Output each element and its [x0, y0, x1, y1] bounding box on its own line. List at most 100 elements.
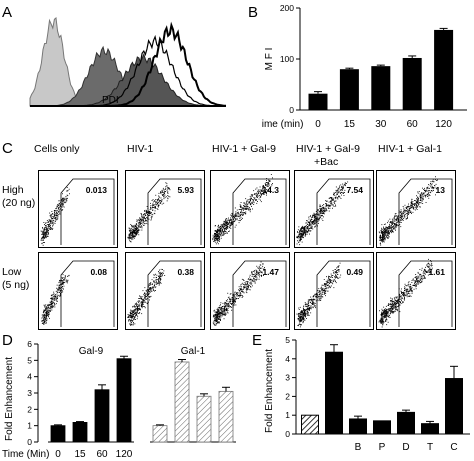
- flow-dot: [312, 303, 314, 305]
- flow-dot: [62, 200, 64, 202]
- flow-dot: [44, 232, 46, 234]
- flow-dot: [317, 218, 319, 219]
- flow-dot: [216, 313, 218, 315]
- flow-dot: [150, 213, 152, 214]
- flow-dot: [142, 300, 144, 302]
- flow-dot: [389, 303, 391, 305]
- flow-dot: [247, 207, 249, 209]
- flow-dot: [326, 200, 328, 202]
- flow-dot: [302, 322, 304, 324]
- flow-dot: [145, 298, 147, 300]
- flow-dot: [380, 322, 382, 324]
- flow-dot: [218, 306, 220, 308]
- flow-dot: [61, 279, 62, 281]
- flow-dot: [48, 230, 49, 232]
- flow-dot: [402, 213, 403, 215]
- flow-dot: [410, 288, 412, 290]
- flow-dot: [51, 218, 52, 220]
- flow-dot: [303, 310, 305, 312]
- flow-dot: [385, 316, 387, 318]
- flow-dot: [382, 319, 383, 321]
- flow-dot: [46, 220, 48, 221]
- flow-dot: [312, 295, 314, 297]
- flow-dot: [221, 312, 223, 314]
- flow-dot: [388, 308, 390, 309]
- flow-dot: [423, 275, 425, 277]
- flow-dot: [213, 321, 215, 323]
- flow-dot: [234, 298, 236, 300]
- flow-dot: [332, 275, 334, 276]
- flow-dot: [250, 208, 251, 210]
- flow-dot: [235, 224, 237, 226]
- flow-dot: [325, 290, 327, 292]
- flow-dot: [154, 204, 156, 206]
- flow-dot: [422, 194, 424, 196]
- flow-dot: [262, 263, 263, 265]
- flow-dot: [146, 206, 148, 207]
- flow-dot: [47, 304, 48, 306]
- flow-dot: [382, 236, 384, 238]
- flow-dot: [416, 279, 418, 281]
- flow-dot: [148, 211, 150, 213]
- flow-dot: [63, 199, 65, 200]
- flow-dot: [247, 281, 249, 283]
- flow-dot: [137, 222, 139, 224]
- flow-dot: [227, 219, 229, 221]
- flow-dot: [43, 238, 45, 240]
- flow-dot: [51, 214, 53, 215]
- flow-dot: [224, 224, 226, 225]
- flow-dot: [154, 284, 155, 286]
- flow-dot: [298, 239, 300, 241]
- flow-dot: [425, 270, 427, 272]
- flow-dot: [140, 297, 142, 299]
- flow-dot: [139, 295, 141, 297]
- flow-dot: [42, 227, 43, 228]
- flow-dot: [51, 295, 53, 296]
- flow-dot: [54, 294, 56, 295]
- flow-dot: [316, 219, 317, 220]
- flow-dot: [413, 208, 414, 209]
- flow-dot: [165, 196, 167, 198]
- flow-dot: [53, 298, 55, 300]
- flow-dot: [46, 229, 48, 231]
- flow-dot: [259, 267, 261, 269]
- flow-dot: [59, 285, 61, 287]
- flow-dot: [49, 226, 50, 227]
- flow-dot: [144, 218, 146, 220]
- flow-dot: [242, 217, 243, 219]
- flow-dot: [417, 201, 418, 203]
- flow-dot: [391, 300, 392, 301]
- flow-dot: [323, 211, 325, 213]
- flow-dot: [143, 216, 145, 218]
- flow-dot: [139, 298, 141, 299]
- flow-dot: [130, 237, 131, 239]
- flow-dot: [300, 316, 302, 318]
- flow-dot: [129, 237, 131, 239]
- flow-dot: [330, 273, 332, 275]
- flow-dot: [322, 284, 324, 286]
- flow-dot: [411, 213, 412, 214]
- flow-dot: [223, 220, 225, 222]
- flow-dot: [421, 280, 423, 282]
- flow-dot: [138, 307, 139, 309]
- flow-dot: [131, 239, 133, 241]
- flow-dot: [135, 312, 137, 313]
- flow-dot: [315, 296, 317, 297]
- flow-dot: [382, 236, 384, 237]
- flow-dot: [309, 224, 311, 226]
- flow-dot: [154, 290, 155, 292]
- flow-dot: [50, 216, 52, 218]
- flow-dot: [306, 310, 308, 312]
- flow-dot: [138, 225, 140, 227]
- flow-dot: [250, 204, 251, 205]
- flow-dot: [393, 311, 394, 312]
- flow-plot-svg: [127, 260, 202, 327]
- flow-dot: [325, 205, 327, 207]
- flow-dot: [135, 225, 137, 227]
- flow-dot: [137, 231, 139, 233]
- flow-dot: [152, 203, 154, 205]
- flow-dot: [409, 291, 411, 292]
- flow-dot: [427, 194, 429, 195]
- flow-dot: [229, 306, 230, 308]
- flow-dot: [145, 297, 147, 299]
